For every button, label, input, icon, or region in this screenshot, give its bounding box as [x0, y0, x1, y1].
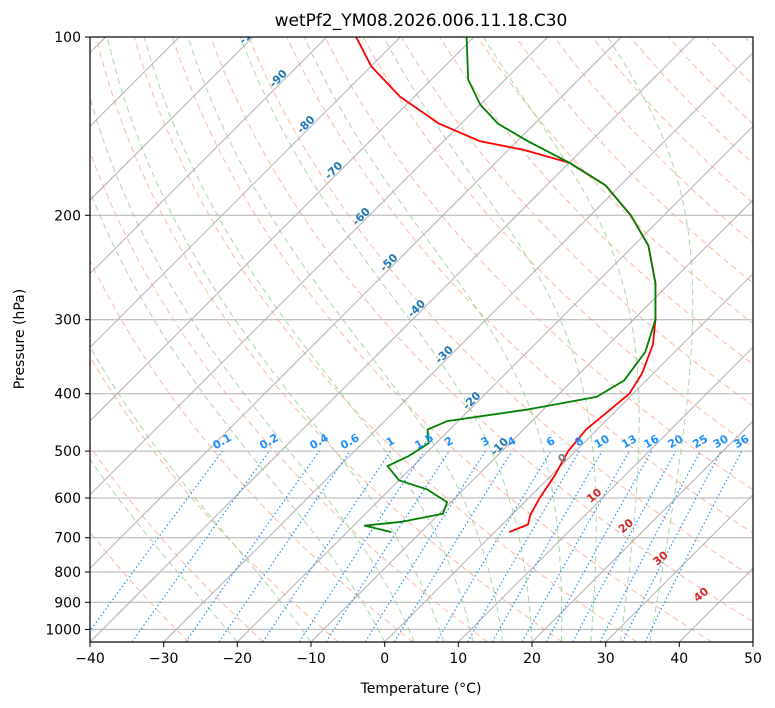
x-tick-label: −40 [75, 651, 105, 667]
dry-adiabat-line [248, 37, 753, 578]
x-tick-label: −30 [149, 651, 179, 667]
mixing-ratio-line [545, 450, 653, 642]
mixing-ratio-line [185, 450, 320, 642]
isotherm-line [310, 199, 753, 642]
mixing-ratio-line [325, 450, 450, 642]
dewpoint-line [363, 37, 657, 533]
background-lines [90, 37, 753, 642]
mixing-ratio-line [644, 450, 743, 642]
moist-adiabat-line [607, 37, 694, 642]
moist-adiabat-line [303, 37, 563, 642]
moist-adiabat-line [90, 458, 238, 642]
mixing-ratio-line [90, 450, 223, 632]
y-tick-label: 900 [54, 595, 81, 611]
moist-adiabat-line [482, 37, 640, 642]
isotherm-line [531, 420, 753, 642]
x-tick-label: 40 [670, 651, 688, 667]
moist-adiabat-line [143, 37, 474, 642]
x-tick-label: −20 [223, 651, 253, 667]
x-tick-label: 20 [523, 651, 541, 667]
mixing-ratio-line [393, 450, 513, 642]
moist-adiabat-line [383, 37, 597, 642]
dry-adiabat-line [210, 37, 753, 623]
isotherm-line [605, 493, 753, 642]
y-tick-label: 1000 [45, 622, 81, 638]
y-tick-label: 100 [54, 30, 81, 46]
isotherm-line [90, 37, 254, 201]
dry-adiabat-line [171, 37, 712, 642]
isotherm-line [163, 51, 753, 642]
dry-adiabat-line [90, 356, 339, 642]
x-tick-label: 10 [449, 651, 467, 667]
dry-adiabat-line [133, 37, 638, 642]
plot-frame [89, 36, 754, 643]
moist-adiabat-line [106, 37, 445, 642]
moist-adiabat-line [187, 37, 503, 642]
x-tick-label: 0 [380, 651, 389, 667]
mixing-ratio-line [262, 450, 392, 642]
dry-adiabat-line [515, 37, 753, 284]
isotherm-line [384, 272, 753, 642]
dry-adiabat-line [90, 445, 264, 642]
isotherm-line [457, 346, 753, 642]
dry-adiabat-line [95, 37, 563, 642]
profile-lines [355, 37, 657, 533]
y-axis-title: Pressure (hPa) [12, 289, 28, 389]
x-axis-title: Temperature (°C) [360, 681, 482, 697]
mixing-ratio-line [218, 450, 351, 642]
x-tick-label: 30 [597, 651, 615, 667]
dry-adiabat-line [324, 37, 753, 491]
isotherm-line [90, 37, 475, 422]
isotherm-line [90, 37, 549, 496]
y-tick-label: 600 [54, 491, 81, 507]
moist-adiabat-line [239, 37, 533, 642]
y-tick-label: 700 [54, 531, 81, 547]
y-tick-label: 500 [54, 444, 81, 460]
y-tick-label: 200 [54, 208, 81, 224]
y-tick-label: 400 [54, 387, 81, 403]
isotherm-line [90, 37, 328, 275]
isotherm-line [90, 37, 696, 642]
y-tick-label: 300 [54, 313, 81, 329]
moist-adiabat-line [90, 189, 386, 642]
mixing-ratio-line [131, 450, 270, 642]
x-tick-label: −10 [296, 651, 326, 667]
isotherm-line [90, 37, 401, 349]
mixing-ratio-line [521, 450, 631, 642]
x-tick-label: 50 [744, 651, 762, 667]
plot-area [90, 37, 753, 642]
dry-adiabat-line [286, 37, 753, 534]
mixing-ratio-line [572, 450, 677, 642]
chart-title: wetPf2_YM08.2026.006.11.18.C30 [275, 11, 568, 31]
dry-adiabat-line [90, 259, 414, 642]
axes: −40 −30 −20 −10 0 10 20 30 40 50 1000 900 800 700 600 5… [45, 30, 762, 667]
isotherm-line [236, 125, 753, 642]
y-tick-label: 800 [54, 565, 81, 581]
mixing-ratio-line [298, 450, 425, 642]
